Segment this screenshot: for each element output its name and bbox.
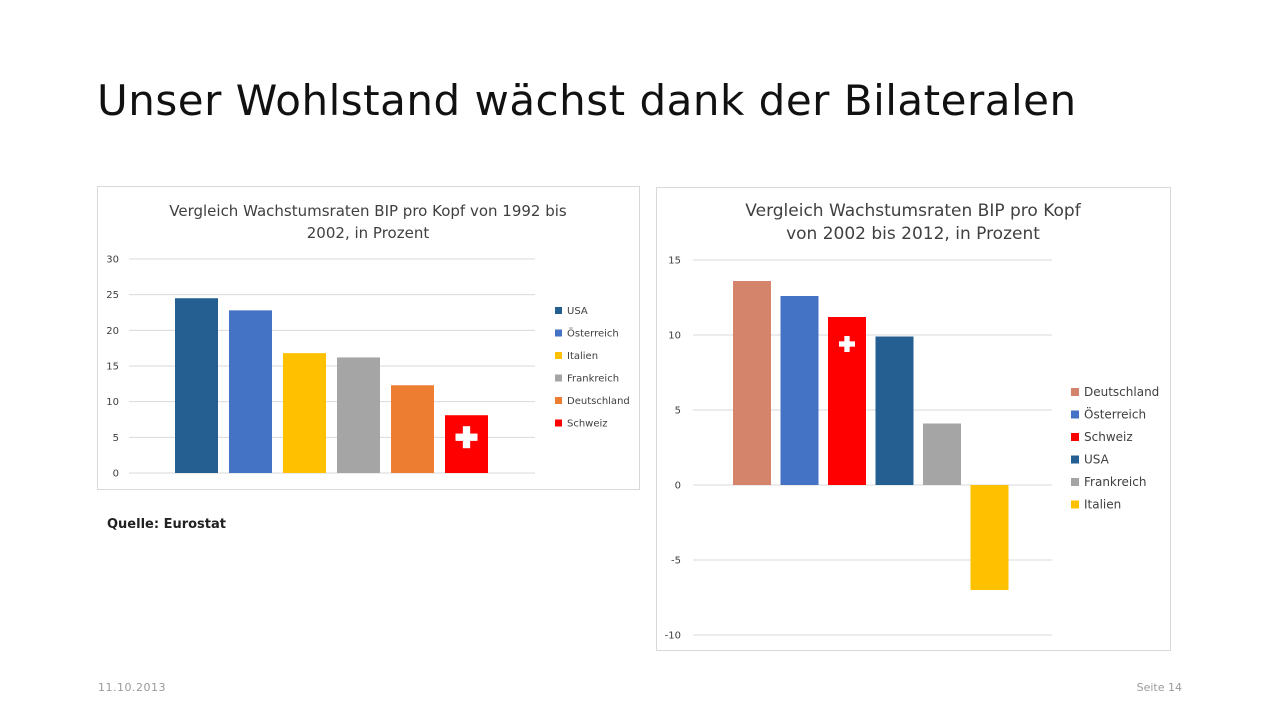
chart-1-bar-oesterreich bbox=[229, 310, 272, 473]
chart-2-bar-frankreich bbox=[923, 423, 961, 485]
chart-2-legend-label-schweiz: Schweiz bbox=[1084, 430, 1133, 444]
chart-2-bar-oesterreich bbox=[780, 296, 819, 485]
chart-2-ytick-label: 5 bbox=[675, 406, 681, 417]
chart-1-ytick-label: 25 bbox=[106, 290, 119, 301]
chart-2-ytick-label: -5 bbox=[671, 556, 681, 567]
chart-1-legend-swatch-frankreich bbox=[555, 374, 562, 382]
chart-2-ytick-label: 10 bbox=[668, 331, 681, 342]
chart-1-legend-swatch-usa bbox=[555, 307, 562, 314]
chart-1-legend-label-usa: USA bbox=[567, 306, 588, 317]
footer-date: 11.10.2013 bbox=[98, 681, 166, 694]
chart-1-ytick-label: 20 bbox=[106, 326, 119, 337]
chart-2-legend-swatch-oesterreich bbox=[1071, 410, 1079, 419]
chart-1-ytick-label: 15 bbox=[106, 362, 119, 373]
chart-1-legend-label-frankreich: Frankreich bbox=[567, 374, 619, 385]
chart-1-legend-swatch-oesterreich bbox=[555, 329, 562, 337]
swiss-cross-icon bbox=[455, 426, 478, 449]
chart-1-bar-deutschland bbox=[391, 385, 434, 473]
chart-2-bar-usa bbox=[875, 336, 914, 485]
footer-page-number: Seite 14 bbox=[1136, 681, 1182, 694]
chart-1-ytick-label: 0 bbox=[113, 469, 119, 480]
chart-1-legend-swatch-italien bbox=[555, 352, 562, 359]
chart-2-legend-swatch-deutschland bbox=[1071, 388, 1079, 396]
chart-2-legend-label-deutschland: Deutschland bbox=[1084, 385, 1159, 399]
chart-1-bar-usa bbox=[175, 298, 218, 473]
chart-1-bar-italien bbox=[283, 353, 326, 473]
chart-2-legend-swatch-frankreich bbox=[1071, 478, 1079, 486]
chart-2-ytick-label: 0 bbox=[675, 481, 681, 492]
chart-growth-1992-2002: Vergleich Wachstumsraten BIP pro Kopf vo… bbox=[97, 186, 640, 490]
chart-2-title-line-2: von 2002 bis 2012, in Prozent bbox=[786, 224, 1040, 244]
chart-2-bar-italien bbox=[970, 485, 1009, 590]
chart-2-svg: Vergleich Wachstumsraten BIP pro Kopf von… bbox=[665, 201, 1160, 642]
slide-title: Unser Wohlstand wächst dank der Bilatera… bbox=[97, 76, 1077, 125]
chart-2-title-line-1: Vergleich Wachstumsraten BIP pro Kopf bbox=[745, 201, 1081, 221]
chart-1-svg: Vergleich Wachstumsraten BIP pro Kopf vo… bbox=[106, 202, 630, 480]
chart-1-title-line-1: Vergleich Wachstumsraten BIP pro Kopf vo… bbox=[169, 202, 567, 220]
chart-2-legend-swatch-italien bbox=[1071, 500, 1079, 509]
chart-1-legend-swatch-schweiz bbox=[555, 419, 562, 427]
chart-1-legend-label-schweiz: Schweiz bbox=[567, 419, 608, 430]
chart-1-legend-label-oesterreich: Österreich bbox=[567, 327, 619, 340]
chart-1-legend-label-italien: Italien bbox=[567, 351, 598, 362]
chart-1-title-line-2: 2002, in Prozent bbox=[307, 224, 430, 242]
chart-2-legend-label-italien: Italien bbox=[1084, 498, 1121, 512]
swiss-cross-icon bbox=[839, 336, 855, 352]
chart-1-legend-swatch-deutschland bbox=[555, 397, 562, 404]
chart-2-legend-label-oesterreich: Österreich bbox=[1084, 406, 1146, 422]
chart-1-bar-frankreich bbox=[337, 357, 380, 473]
source-note: Quelle: Eurostat bbox=[107, 517, 226, 532]
chart-2-ytick-label: 15 bbox=[668, 256, 681, 267]
chart-2-ytick-label: -10 bbox=[665, 631, 681, 642]
chart-2-legend-label-frankreich: Frankreich bbox=[1084, 475, 1146, 489]
chart-1-legend-label-deutschland: Deutschland bbox=[567, 396, 630, 407]
chart-growth-2002-2012: Vergleich Wachstumsraten BIP pro Kopf von… bbox=[656, 187, 1171, 651]
chart-2-legend-label-usa: USA bbox=[1084, 453, 1110, 467]
chart-1-ytick-label: 10 bbox=[106, 397, 119, 408]
chart-1-ytick-label: 5 bbox=[113, 433, 119, 444]
chart-2-bar-deutschland bbox=[733, 281, 771, 485]
chart-1-ytick-label: 30 bbox=[106, 255, 119, 266]
chart-2-legend-swatch-schweiz bbox=[1071, 433, 1079, 441]
chart-2-legend-swatch-usa bbox=[1071, 455, 1079, 464]
